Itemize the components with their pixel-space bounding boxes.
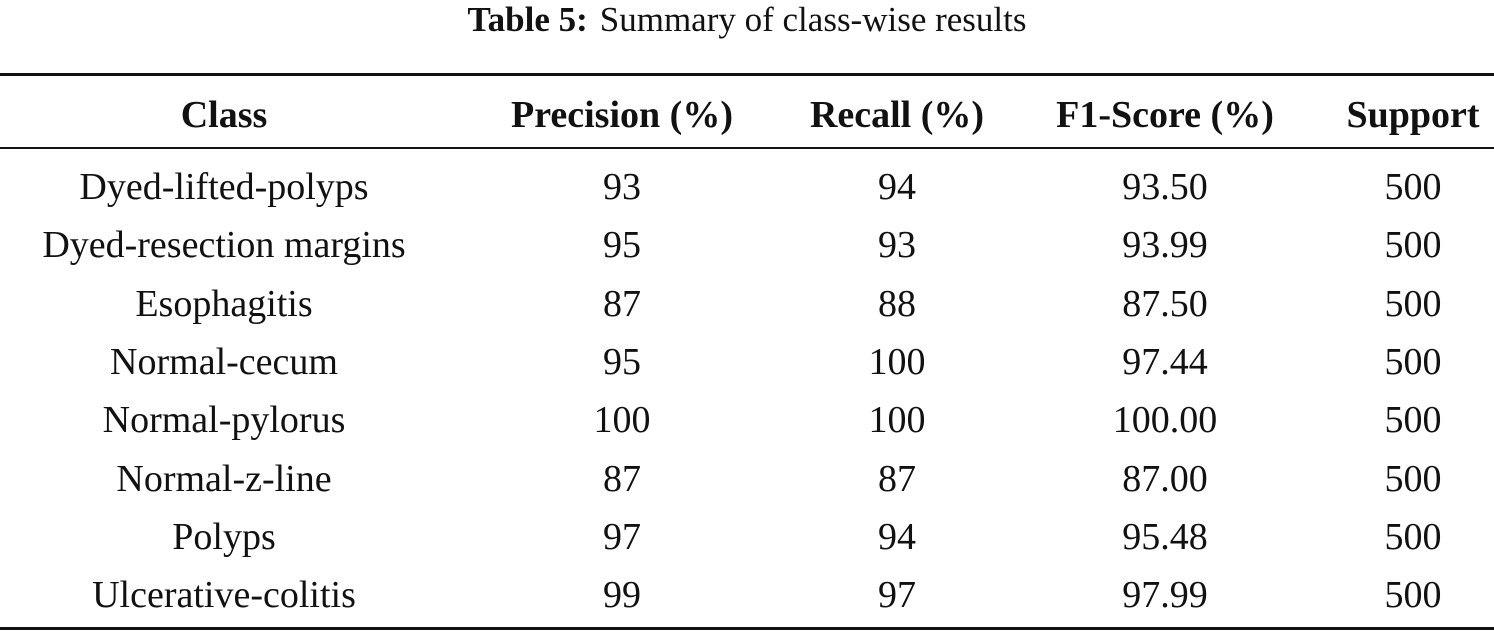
class-cell: Esophagitis bbox=[135, 282, 313, 325]
mid-rule bbox=[0, 147, 1494, 149]
class-cell: Ulcerative-colitis bbox=[92, 574, 356, 617]
value-cell: 93 bbox=[878, 224, 916, 267]
value-cell: 95 bbox=[603, 224, 641, 267]
value-cell: 100 bbox=[868, 340, 926, 383]
value-cell: 94 bbox=[878, 515, 916, 558]
value-cell: 87.00 bbox=[1122, 457, 1208, 500]
value-cell: 99 bbox=[603, 574, 641, 617]
value-cell: 500 bbox=[1384, 515, 1442, 558]
table-caption: Table 5: Summary of class-wise results bbox=[0, 0, 1494, 40]
value-cell: 100.00 bbox=[1112, 399, 1218, 442]
class-cell: Dyed-lifted-polyps bbox=[79, 166, 369, 208]
value-cell: 93.50 bbox=[1122, 166, 1208, 208]
header-cell: Precision (%) bbox=[511, 94, 733, 136]
class-cell: Normal-pylorus bbox=[102, 399, 346, 442]
header-cell: Class bbox=[180, 94, 268, 136]
value-cell: 500 bbox=[1384, 574, 1442, 617]
value-cell: 97 bbox=[603, 515, 641, 558]
value-cell: 93 bbox=[603, 166, 641, 208]
value-cell: 500 bbox=[1384, 224, 1442, 267]
value-cell: 95 bbox=[603, 340, 641, 383]
value-cell: 87 bbox=[878, 457, 916, 500]
value-cell: 87 bbox=[603, 457, 641, 500]
value-cell: 88 bbox=[878, 282, 916, 325]
value-cell: 100 bbox=[868, 399, 926, 442]
value-cell: 500 bbox=[1384, 399, 1442, 442]
value-cell: 87 bbox=[603, 282, 641, 325]
value-cell: 97.44 bbox=[1122, 340, 1208, 383]
value-cell: 500 bbox=[1384, 457, 1442, 500]
value-cell: 95.48 bbox=[1122, 515, 1208, 558]
value-cell: 94 bbox=[878, 166, 916, 208]
class-cell: Normal-z-line bbox=[116, 457, 332, 500]
value-cell: 93.99 bbox=[1122, 224, 1208, 267]
class-cell: Dyed-resection margins bbox=[42, 224, 406, 267]
value-cell: 500 bbox=[1384, 340, 1442, 383]
value-cell: 87.50 bbox=[1122, 282, 1208, 325]
class-cell: Polyps bbox=[172, 515, 276, 558]
value-cell: 100 bbox=[593, 399, 651, 442]
top-rule bbox=[0, 73, 1494, 76]
caption-label: Table 5: bbox=[467, 0, 588, 39]
class-cell: Normal-cecum bbox=[110, 340, 338, 383]
header-cell: F1-Score (%) bbox=[1056, 94, 1274, 136]
header-cell: Recall (%) bbox=[809, 94, 985, 136]
value-cell: 97.99 bbox=[1122, 574, 1208, 617]
value-cell: 97 bbox=[878, 574, 916, 617]
value-cell: 500 bbox=[1384, 282, 1442, 325]
header-cell: Support bbox=[1346, 94, 1480, 136]
caption-text: Summary of class-wise results bbox=[599, 0, 1027, 39]
bottom-rule bbox=[0, 627, 1494, 630]
value-cell: 500 bbox=[1384, 166, 1442, 208]
